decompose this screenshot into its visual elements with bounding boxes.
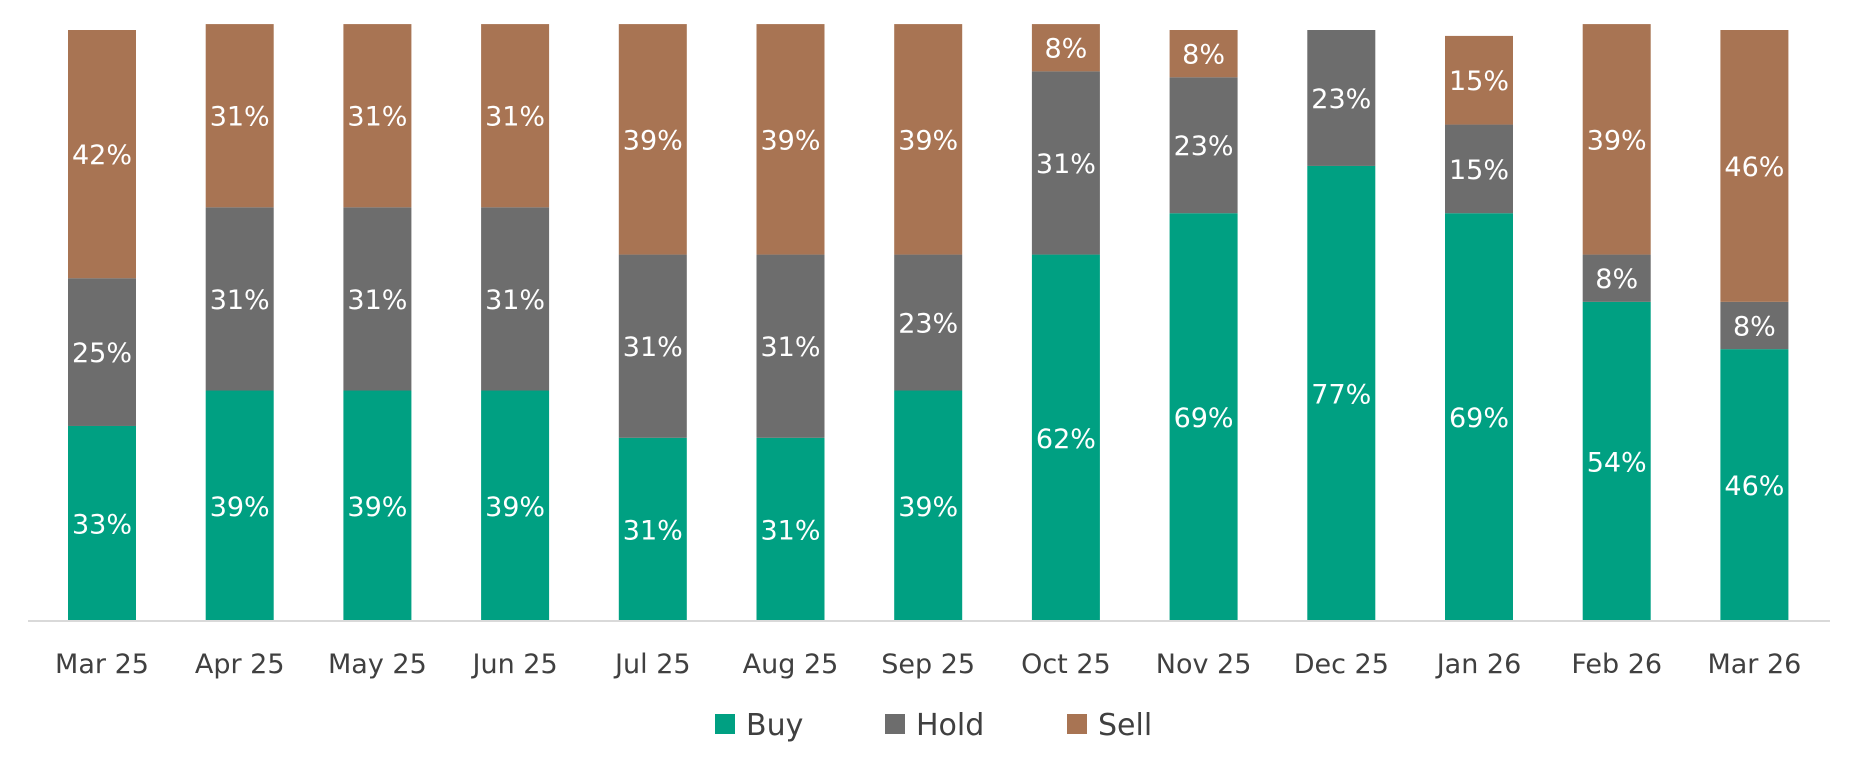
bar-segment-buy	[68, 425, 136, 621]
x-tick-label: Nov 25	[1156, 649, 1252, 680]
x-tick-label: May 25	[328, 649, 427, 680]
bar-segment-buy	[756, 437, 825, 621]
data-label-hold: 31%	[347, 285, 407, 316]
bar-segment-hold	[205, 207, 274, 391]
bar-segment-hold	[1307, 30, 1376, 166]
bars-layer: 33% 25% 42% 39% 31% 31% 39% 31% 31% 39% 31% 31% 31% 3…	[68, 24, 1789, 621]
x-tick-label: Jul 25	[613, 649, 691, 680]
bar-segment-sell	[1169, 30, 1238, 78]
x-tick-labels: Mar 25 Apr 25 May 25 Jun 25 Jul 25 Aug 25 Sep …	[55, 649, 1801, 680]
data-label-sell: 8%	[1182, 40, 1225, 71]
data-label-sell: 39%	[1587, 125, 1647, 156]
x-tick-label: Feb 26	[1571, 649, 1662, 680]
x-tick-label: Dec 25	[1294, 649, 1389, 680]
bar-segment-hold	[1031, 71, 1100, 255]
data-label-buy: 39%	[347, 492, 407, 523]
bar-segment-sell	[1720, 30, 1789, 302]
data-label-sell: 15%	[1449, 66, 1509, 97]
data-label-buy: 69%	[1174, 403, 1234, 434]
data-label-sell: 46%	[1724, 152, 1784, 183]
data-label-hold: 31%	[210, 285, 270, 316]
data-label-buy: 77%	[1311, 379, 1371, 410]
data-label-hold: 8%	[1595, 264, 1638, 295]
bar-segment-sell	[1445, 35, 1513, 125]
bar-segment-hold	[1582, 254, 1651, 302]
data-label-hold: 31%	[1036, 149, 1096, 180]
bar-segment-hold	[481, 207, 550, 391]
bar-segment-sell	[205, 24, 274, 208]
x-tick-label: Sep 25	[881, 649, 975, 680]
bar-segment-hold	[68, 278, 136, 426]
data-label-hold: 15%	[1449, 155, 1509, 186]
bar-segment-buy	[894, 390, 963, 621]
data-label-buy: 39%	[485, 492, 545, 523]
legend: Buy Hold Sell	[715, 708, 1152, 743]
bar-segment-buy	[1307, 165, 1376, 621]
data-label-buy: 39%	[898, 492, 958, 523]
bar-segment-sell	[481, 24, 550, 208]
bar-segment-hold	[1445, 124, 1513, 214]
x-tick-label: Apr 25	[195, 649, 285, 680]
x-tick-label: Mar 26	[1707, 649, 1801, 680]
bar-segment-buy	[618, 437, 687, 621]
data-label-buy: 62%	[1036, 424, 1096, 455]
data-label-hold: 23%	[898, 309, 958, 340]
bar-segment-sell	[618, 24, 687, 255]
legend-swatch-buy	[715, 714, 735, 734]
bar-segment-sell	[68, 30, 136, 279]
bar-segment-hold	[1720, 301, 1789, 350]
data-label-buy: 39%	[210, 492, 270, 523]
bar-segment-sell	[343, 24, 412, 208]
bar-segment-buy	[1445, 213, 1513, 621]
data-label-hold: 23%	[1174, 131, 1234, 162]
data-label-hold: 25%	[72, 338, 132, 369]
bar-segment-hold	[618, 254, 687, 438]
data-label-buy: 69%	[1449, 403, 1509, 434]
data-label-sell: 31%	[210, 102, 270, 133]
data-label-buy: 31%	[623, 515, 683, 546]
data-label-sell: 42%	[72, 140, 132, 171]
data-label-buy: 54%	[1587, 447, 1647, 478]
data-label-sell: 39%	[760, 125, 820, 156]
bar-segment-hold	[756, 254, 825, 438]
data-label-hold: 23%	[1311, 84, 1371, 115]
bar-segment-buy	[1169, 213, 1238, 621]
data-label-buy: 33%	[72, 509, 132, 540]
bar-segment-sell	[894, 24, 963, 255]
x-tick-label: Aug 25	[743, 649, 839, 680]
bar-segment-buy	[205, 390, 274, 621]
bar-segment-hold	[1169, 77, 1238, 214]
legend-swatch-sell	[1067, 714, 1087, 734]
x-tick-label: Jan 26	[1435, 649, 1522, 680]
data-label-buy: 31%	[760, 515, 820, 546]
bar-segment-buy	[481, 390, 550, 621]
data-label-hold: 31%	[623, 332, 683, 363]
bar-segment-hold	[894, 254, 963, 391]
legend-label-hold: Hold	[916, 708, 984, 743]
x-tick-label: Oct 25	[1021, 649, 1111, 680]
bar-segment-buy	[343, 390, 412, 621]
bar-segment-buy	[1720, 349, 1789, 621]
bar-segment-buy	[1582, 301, 1651, 621]
data-label-buy: 46%	[1724, 471, 1784, 502]
data-label-sell: 8%	[1044, 34, 1087, 65]
data-label-hold: 31%	[485, 285, 545, 316]
data-label-sell: 39%	[623, 125, 683, 156]
bar-segment-buy	[1031, 254, 1100, 621]
legend-swatch-hold	[885, 714, 905, 734]
bar-segment-sell	[1031, 24, 1100, 72]
legend-label-buy: Buy	[746, 708, 803, 743]
bar-segment-sell	[1582, 24, 1651, 255]
data-label-hold: 8%	[1733, 312, 1776, 343]
x-tick-label: Jun 25	[471, 649, 558, 680]
data-label-hold: 31%	[760, 332, 820, 363]
legend-label-sell: Sell	[1098, 708, 1152, 743]
data-label-sell: 31%	[485, 102, 545, 133]
bar-segment-sell	[756, 24, 825, 255]
data-label-sell: 39%	[898, 125, 958, 156]
x-tick-label: Mar 25	[55, 649, 149, 680]
bar-segment-hold	[343, 207, 412, 391]
data-label-sell: 31%	[347, 102, 407, 133]
